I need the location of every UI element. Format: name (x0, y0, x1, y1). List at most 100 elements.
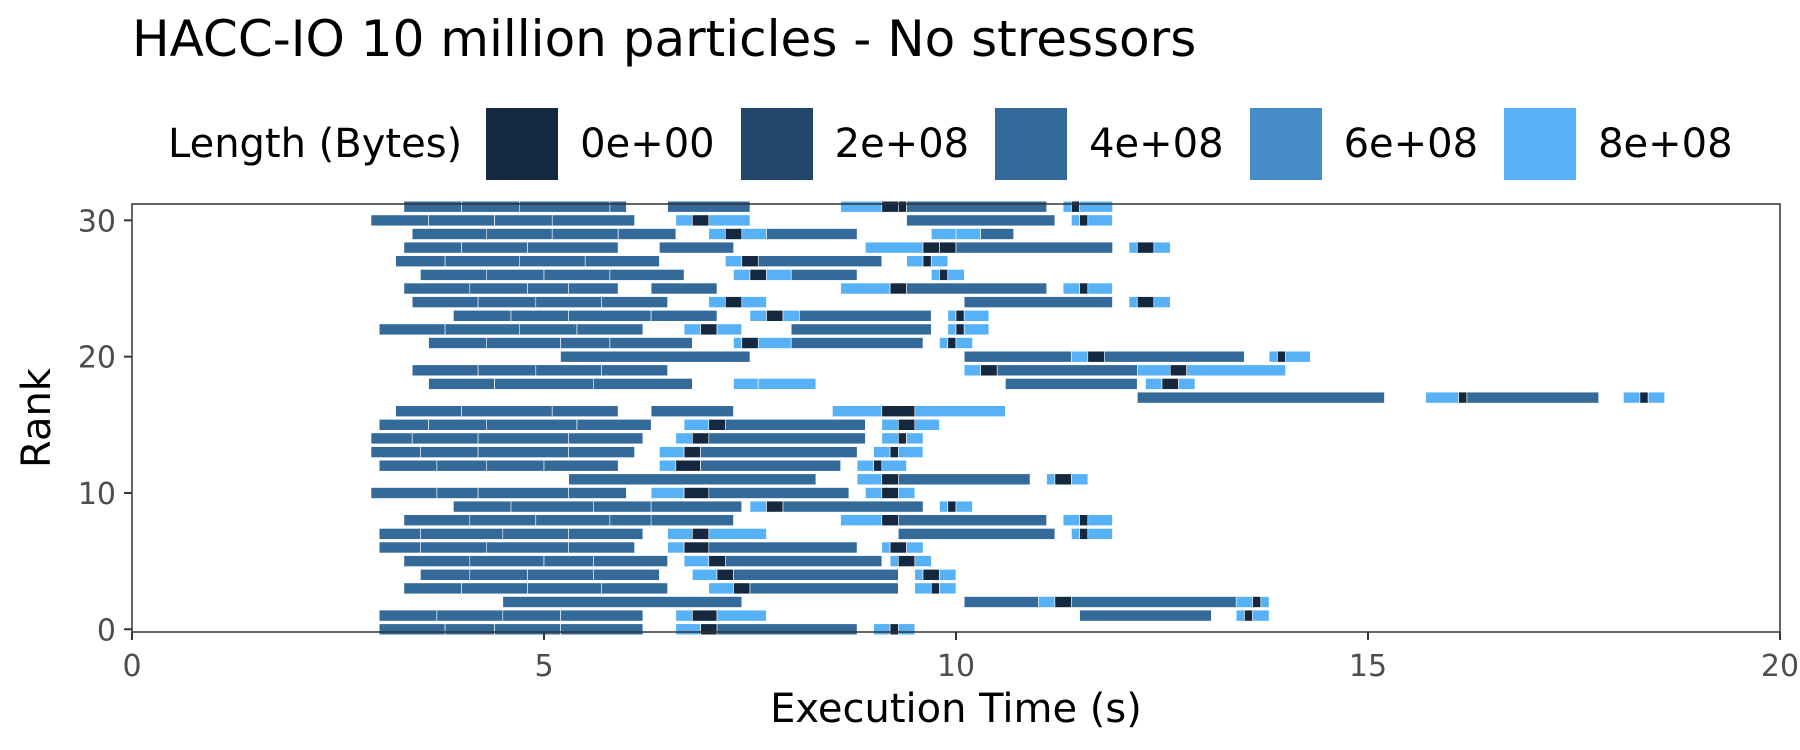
io-bar-rank-31-op-3 (609, 200, 627, 213)
io-bar-rank-23-op-5 (766, 309, 784, 322)
x-tick-label-0: 0 (122, 649, 141, 684)
io-bar-rank-23-op-6 (782, 309, 800, 322)
io-bar-rank-31-op-1 (461, 200, 520, 213)
io-bar-rank-28-op-7 (955, 241, 1113, 254)
x-tick-label-10: 10 (937, 649, 975, 684)
io-bar-rank-11-op-5 (1054, 473, 1072, 486)
io-bar-rank-25-op-7 (906, 282, 1047, 295)
io-bar-rank-4-op-8 (922, 568, 940, 581)
io-bar-rank-20-op-5 (1268, 350, 1278, 363)
io-bar-rank-31-op-8 (906, 200, 1047, 213)
io-bar-rank-6-op-6 (708, 541, 858, 554)
io-bar-rank-25-op-3 (568, 282, 619, 295)
io-bar-rank-14-op-7 (881, 432, 899, 445)
io-bar-rank-30-op-6 (708, 214, 751, 227)
io-bar-rank-24-op-2 (535, 296, 602, 308)
io-bar-rank-10-op-1 (436, 487, 479, 499)
io-bar-rank-12-op-7 (856, 459, 874, 472)
io-bar-rank-31-op-7 (897, 200, 907, 213)
io-bar-rank-3-op-2 (527, 582, 602, 595)
io-bar-rank-23-op-4 (749, 309, 767, 322)
legend-entry-4: 8e+08 (1504, 108, 1733, 180)
io-bar-rank-0-op-8 (889, 623, 899, 636)
io-bar-rank-2-op-1 (963, 596, 1039, 608)
io-bar-rank-2-op-4 (1071, 596, 1237, 608)
io-bar-rank-4-op-6 (733, 568, 899, 581)
io-bar-rank-7-op-5 (691, 528, 710, 540)
io-bar-rank-12-op-6 (700, 459, 841, 472)
io-bar-rank-19-op-1 (477, 364, 537, 377)
io-bar-rank-9-op-8 (947, 500, 957, 513)
io-bar-rank-19-op-4 (963, 364, 982, 377)
io-bar-rank-15-op-4 (683, 418, 710, 431)
io-bar-rank-23-op-0 (453, 309, 512, 322)
io-bar-rank-3-op-7 (914, 582, 932, 595)
io-bar-rank-19-op-0 (411, 364, 479, 377)
legend-label-1: 2e+08 (834, 121, 970, 167)
io-bar-rank-10-op-5 (683, 487, 710, 499)
io-bar-rank-19-op-6 (996, 364, 1138, 377)
io-bar-rank-23-op-10 (963, 309, 990, 322)
io-bar-rank-25-op-5 (840, 282, 891, 295)
io-bar-rank-4-op-9 (939, 568, 957, 581)
io-bar-rank-25-op-10 (1087, 282, 1113, 295)
io-bar-rank-17-op-6 (1647, 391, 1665, 404)
io-bar-rank-7-op-4 (667, 528, 693, 540)
io-bar-rank-8-op-7 (897, 514, 1047, 527)
io-bar-rank-31-op-0 (403, 200, 462, 213)
io-bar-rank-28-op-8 (1128, 241, 1138, 254)
io-bar-rank-10-op-8 (881, 487, 899, 499)
io-bar-rank-18-op-1 (494, 378, 594, 390)
io-bar-rank-9-op-1 (510, 500, 594, 513)
io-bar-rank-26-op-7 (790, 269, 858, 281)
io-bar-rank-24-op-0 (411, 296, 479, 308)
x-tick-label-20: 20 (1761, 649, 1799, 684)
io-bar-rank-4-op-4 (691, 568, 718, 581)
io-bar-rank-30-op-1 (428, 214, 495, 227)
io-bar-rank-2-op-2 (1038, 596, 1056, 608)
io-bar-rank-1-op-0 (378, 609, 438, 622)
io-bar-rank-16-op-0 (395, 405, 462, 418)
io-bar-rank-23-op-9 (955, 309, 965, 322)
io-bar-rank-12-op-1 (436, 459, 487, 472)
io-bar-rank-8-op-0 (403, 514, 471, 527)
io-bar-rank-6-op-7 (881, 541, 891, 554)
io-bar-rank-3-op-4 (708, 582, 734, 595)
io-bar-rank-20-op-6 (1277, 350, 1286, 363)
legend-swatch-4 (1504, 108, 1577, 180)
io-bar-rank-21-op-0 (428, 337, 487, 349)
io-bar-rank-12-op-9 (881, 459, 907, 472)
legend: Length (Bytes) 0e+00 2e+08 4e+08 6e+08 8… (168, 108, 1759, 180)
io-bar-rank-1-op-8 (1235, 609, 1245, 622)
io-bar-rank-13-op-2 (477, 446, 570, 458)
io-bar-rank-25-op-4 (650, 282, 718, 295)
io-bar-rank-20-op-1 (963, 350, 1072, 363)
y-tick-label-0: 0 (97, 613, 116, 648)
io-bar-rank-18-op-3 (733, 378, 759, 390)
io-bar-rank-6-op-0 (378, 541, 421, 554)
io-bar-rank-10-op-4 (650, 487, 685, 499)
io-bar-rank-9-op-4 (749, 500, 767, 513)
io-bar-rank-0-op-3 (560, 623, 644, 636)
legend-swatch-2 (995, 108, 1068, 180)
io-bar-rank-19-op-5 (980, 364, 998, 377)
io-bar-rank-10-op-3 (568, 487, 627, 499)
io-bar-rank-15-op-6 (724, 418, 866, 431)
io-bar-rank-21-op-10 (955, 337, 973, 349)
io-bar-rank-22-op-5 (700, 323, 718, 336)
io-bar-rank-7-op-3 (568, 528, 644, 540)
io-bar-rank-31-op-10 (1071, 200, 1080, 213)
io-bar-rank-21-op-3 (609, 337, 693, 349)
io-bar-rank-26-op-4 (733, 269, 751, 281)
y-tick-label-10: 10 (78, 477, 116, 512)
io-bar-rank-6-op-5 (683, 541, 710, 554)
io-bar-rank-7-op-8 (1071, 528, 1080, 540)
io-bar-rank-9-op-6 (782, 500, 924, 513)
io-bar-rank-1-op-9 (1244, 609, 1253, 622)
io-bar-rank-21-op-9 (947, 337, 957, 349)
io-bar-rank-7-op-0 (378, 528, 421, 540)
io-bar-rank-2-op-7 (1260, 596, 1270, 608)
io-bar-rank-5-op-0 (403, 555, 471, 567)
io-bar-rank-24-op-4 (708, 296, 726, 308)
io-bar-rank-14-op-1 (411, 432, 479, 445)
